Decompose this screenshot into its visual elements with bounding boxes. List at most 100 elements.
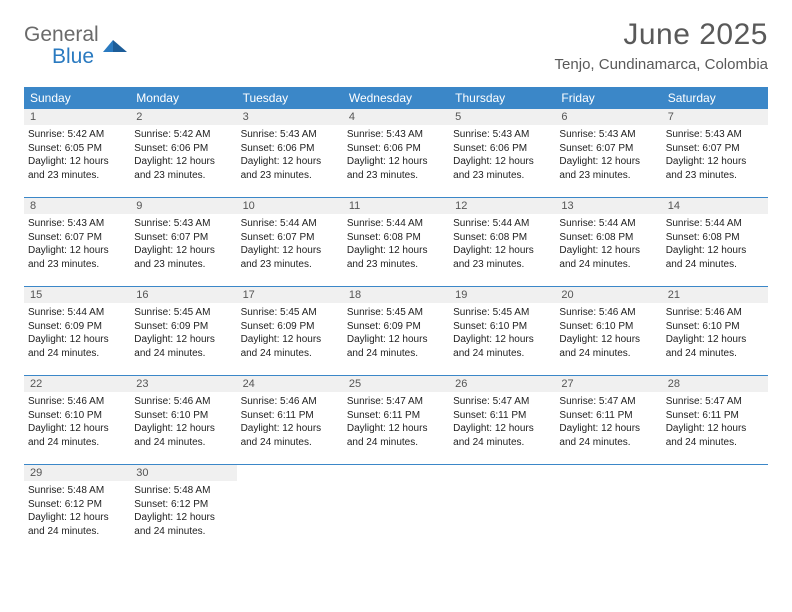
day-d1: Daylight: 12 hours: [28, 244, 126, 258]
calendar-day: 28Sunrise: 5:47 AMSunset: 6:11 PMDayligh…: [662, 376, 768, 464]
day-d1: Daylight: 12 hours: [28, 333, 126, 347]
day-sunrise: Sunrise: 5:48 AM: [134, 484, 232, 498]
day-d1: Daylight: 12 hours: [347, 244, 445, 258]
calendar-day: 23Sunrise: 5:46 AMSunset: 6:10 PMDayligh…: [130, 376, 236, 464]
calendar-day: 19Sunrise: 5:45 AMSunset: 6:10 PMDayligh…: [449, 287, 555, 375]
day-d1: Daylight: 12 hours: [241, 155, 339, 169]
calendar-day: 18Sunrise: 5:45 AMSunset: 6:09 PMDayligh…: [343, 287, 449, 375]
day-sunset: Sunset: 6:10 PM: [559, 320, 657, 334]
day-sunrise: Sunrise: 5:43 AM: [559, 128, 657, 142]
day-number: 16: [130, 287, 236, 303]
day-sunset: Sunset: 6:11 PM: [559, 409, 657, 423]
day-number: 22: [24, 376, 130, 392]
day-number: 21: [662, 287, 768, 303]
calendar-body: 1Sunrise: 5:42 AMSunset: 6:05 PMDaylight…: [24, 109, 768, 553]
day-number: 10: [237, 198, 343, 214]
day-number: 3: [237, 109, 343, 125]
day-d2: and 23 minutes.: [134, 258, 232, 272]
day-d1: Daylight: 12 hours: [347, 333, 445, 347]
day-d2: and 24 minutes.: [241, 436, 339, 450]
day-d1: Daylight: 12 hours: [241, 333, 339, 347]
day-d1: Daylight: 12 hours: [453, 244, 551, 258]
day-d2: and 24 minutes.: [134, 525, 232, 539]
day-d2: and 24 minutes.: [666, 347, 764, 361]
month-title: June 2025: [555, 18, 768, 52]
weekday-header: Thursday: [449, 87, 555, 109]
day-sunrise: Sunrise: 5:42 AM: [28, 128, 126, 142]
day-sunrise: Sunrise: 5:47 AM: [453, 395, 551, 409]
day-sunset: Sunset: 6:12 PM: [134, 498, 232, 512]
weekday-header: Sunday: [24, 87, 130, 109]
calendar-day: 5Sunrise: 5:43 AMSunset: 6:06 PMDaylight…: [449, 109, 555, 197]
day-number: 11: [343, 198, 449, 214]
day-d2: and 24 minutes.: [559, 258, 657, 272]
calendar-week: 8Sunrise: 5:43 AMSunset: 6:07 PMDaylight…: [24, 198, 768, 287]
day-sunset: Sunset: 6:07 PM: [28, 231, 126, 245]
day-number: 24: [237, 376, 343, 392]
calendar-day: 20Sunrise: 5:46 AMSunset: 6:10 PMDayligh…: [555, 287, 661, 375]
calendar-week: 15Sunrise: 5:44 AMSunset: 6:09 PMDayligh…: [24, 287, 768, 376]
day-number: 29: [24, 465, 130, 481]
weekday-header: Wednesday: [343, 87, 449, 109]
day-sunrise: Sunrise: 5:46 AM: [28, 395, 126, 409]
day-number: 5: [449, 109, 555, 125]
day-d2: and 23 minutes.: [453, 169, 551, 183]
weekday-header: Friday: [555, 87, 661, 109]
day-d2: and 23 minutes.: [347, 169, 445, 183]
weekday-header: Tuesday: [237, 87, 343, 109]
day-d2: and 23 minutes.: [28, 258, 126, 272]
calendar-day: 4Sunrise: 5:43 AMSunset: 6:06 PMDaylight…: [343, 109, 449, 197]
day-d2: and 24 minutes.: [28, 347, 126, 361]
day-sunrise: Sunrise: 5:47 AM: [347, 395, 445, 409]
day-sunset: Sunset: 6:10 PM: [134, 409, 232, 423]
day-sunset: Sunset: 6:11 PM: [347, 409, 445, 423]
day-sunset: Sunset: 6:07 PM: [666, 142, 764, 156]
day-d2: and 23 minutes.: [666, 169, 764, 183]
day-sunset: Sunset: 6:06 PM: [134, 142, 232, 156]
day-d1: Daylight: 12 hours: [347, 155, 445, 169]
calendar-week: 22 Sunrise: 5:46 AM Sunset: 6:10 PM Dayligh…: [24, 376, 768, 465]
day-sunset: Sunset: 6:08 PM: [347, 231, 445, 245]
day-number: 6: [555, 109, 661, 125]
day-sunset: Sunset: 6:09 PM: [347, 320, 445, 334]
day-d1: Daylight: 12 hours: [666, 422, 764, 436]
day-d1: Daylight: 12 hours: [28, 155, 126, 169]
calendar-day: 27Sunrise: 5:47 AMSunset: 6:11 PMDayligh…: [555, 376, 661, 464]
page: General Blue June 2025 Tenjo, Cundinamar…: [0, 0, 792, 563]
calendar: SundayMondayTuesdayWednesdayThursdayFrid…: [24, 87, 768, 553]
day-sunrise: Sunrise: 5:43 AM: [134, 217, 232, 231]
day-sunrise: Sunrise: 5:43 AM: [666, 128, 764, 142]
calendar-day: 14Sunrise: 5:44 AMSunset: 6:08 PMDayligh…: [662, 198, 768, 286]
day-d2: and 24 minutes.: [453, 347, 551, 361]
calendar-day: 15Sunrise: 5:44 AMSunset: 6:09 PMDayligh…: [24, 287, 130, 375]
title-block: June 2025 Tenjo, Cundinamarca, Colombia: [555, 18, 768, 73]
day-d2: and 24 minutes.: [28, 525, 126, 539]
day-d1: Daylight: 12 hours: [559, 155, 657, 169]
day-number: 20: [555, 287, 661, 303]
brand-word2: Blue: [24, 45, 94, 68]
day-number: 7: [662, 109, 768, 125]
day-sunset: Sunset: 6:06 PM: [241, 142, 339, 156]
day-sunrise: Sunrise: 5:47 AM: [666, 395, 764, 409]
day-d1: Daylight: 12 hours: [559, 422, 657, 436]
day-d2: and 24 minutes.: [453, 436, 551, 450]
day-d2: and 24 minutes.: [347, 436, 445, 450]
calendar-day: 12Sunrise: 5:44 AMSunset: 6:08 PMDayligh…: [449, 198, 555, 286]
calendar-day: 22Sunrise: 5:46 AMSunset: 6:10 PMDayligh…: [24, 376, 130, 464]
calendar-day-empty: [449, 465, 555, 553]
weekday-header: Saturday: [662, 87, 768, 109]
day-sunrise: Sunrise: 5:45 AM: [134, 306, 232, 320]
calendar-day: 30Sunrise: 5:48 AMSunset: 6:12 PMDayligh…: [130, 465, 236, 553]
brand-mark-icon: [103, 36, 129, 56]
calendar-day: 25Sunrise: 5:47 AMSunset: 6:11 PMDayligh…: [343, 376, 449, 464]
day-number: 28: [662, 376, 768, 392]
day-sunrise: Sunrise: 5:44 AM: [559, 217, 657, 231]
day-sunrise: Sunrise: 5:45 AM: [453, 306, 551, 320]
day-number: 2: [130, 109, 236, 125]
calendar-day: 8Sunrise: 5:43 AMSunset: 6:07 PMDaylight…: [24, 198, 130, 286]
day-d2: and 24 minutes.: [666, 436, 764, 450]
day-d2: and 23 minutes.: [241, 258, 339, 272]
day-d2: and 23 minutes.: [134, 169, 232, 183]
brand-text: General Blue: [24, 24, 99, 68]
day-sunset: Sunset: 6:06 PM: [347, 142, 445, 156]
